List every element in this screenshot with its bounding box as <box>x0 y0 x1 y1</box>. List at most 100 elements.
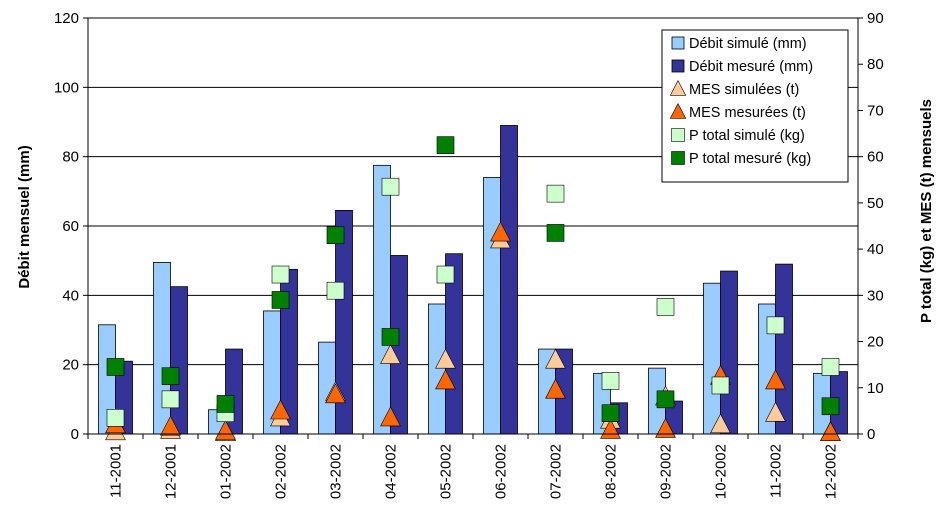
legend-label: P total mesuré (kg) <box>689 151 811 167</box>
square-marker <box>601 372 620 390</box>
square-marker <box>381 328 400 346</box>
bar <box>720 270 738 435</box>
x-tick-labels: 11-2001 12-2001 01-2002 02-2002 03-2002 04-20… <box>108 444 840 499</box>
y-tick-label-right: 40 <box>867 241 884 258</box>
triangle-marker <box>820 421 841 442</box>
bar <box>153 261 171 435</box>
triangle-marker <box>160 415 181 436</box>
y-tick-label-left: 120 <box>54 10 79 27</box>
y-tick-label-left: 60 <box>62 218 79 235</box>
y-axis-title-right: P total (kg) et MES (t) mensuels <box>918 99 935 323</box>
square-marker <box>216 395 235 413</box>
bar <box>373 164 391 435</box>
y-tick-labels-right: 0 10 20 30 40 50 60 70 80 90 <box>867 10 884 443</box>
x-tick-label: 08-2002 <box>603 444 620 499</box>
square-marker <box>821 358 840 376</box>
legend-label: MES simulées (t) <box>689 82 799 98</box>
gridlines <box>88 17 858 366</box>
markers <box>105 136 841 442</box>
square-marker <box>326 281 345 300</box>
square-marker <box>546 184 565 203</box>
triangle-marker <box>765 401 786 422</box>
triangle-marker <box>270 399 291 420</box>
triangle-marker <box>669 102 687 119</box>
triangle-marker <box>710 413 731 434</box>
legend-swatch <box>671 36 685 50</box>
triangle-marker <box>490 221 511 242</box>
axes <box>83 17 863 439</box>
y-tick-label-right: 20 <box>867 334 884 351</box>
square-marker <box>271 291 290 309</box>
y-tick-label-left: 80 <box>62 149 79 166</box>
square-marker <box>381 177 400 196</box>
y-tick-label-right: 70 <box>867 102 884 119</box>
triangle-marker <box>325 383 346 404</box>
x-tick-label: 06-2002 <box>493 444 510 499</box>
triangle-marker <box>545 378 566 399</box>
y-tick-label-left: 40 <box>62 287 79 304</box>
square-marker <box>546 224 565 242</box>
legend-label: P total simulé (kg) <box>689 128 805 144</box>
x-tick-label: 09-2002 <box>658 444 675 499</box>
bar <box>500 125 518 435</box>
square-marker <box>106 358 125 376</box>
bar <box>483 177 501 435</box>
triangle-marker <box>380 343 401 364</box>
triangle-marker <box>380 406 401 427</box>
triangle-marker <box>435 348 456 369</box>
square-marker <box>601 404 620 423</box>
y-axis-title-left: Débit mensuel (mm) <box>16 145 33 288</box>
square-marker <box>161 367 180 386</box>
triangle-marker <box>655 417 676 438</box>
y-tick-label-left: 20 <box>62 357 79 374</box>
square-marker <box>821 397 840 416</box>
y-tick-label-right: 80 <box>867 56 884 73</box>
square-marker <box>656 390 675 409</box>
square-marker <box>436 136 455 154</box>
square-marker <box>161 390 180 409</box>
x-tick-label: 11-2002 <box>768 444 785 498</box>
triangle-marker <box>435 369 456 390</box>
square-marker <box>766 316 785 335</box>
y-tick-label-left: 100 <box>54 79 79 96</box>
bar <box>170 286 188 435</box>
triangle-marker <box>215 419 236 440</box>
x-tick-label: 04-2002 <box>383 444 400 499</box>
square-marker <box>326 226 345 245</box>
y-tick-label-right: 0 <box>867 426 875 443</box>
x-tick-label: 03-2002 <box>328 444 345 499</box>
y-tick-labels-left: 0 20 40 60 80 100 120 <box>54 10 79 443</box>
legend: Débit simulé (mm) Débit mesuré (mm) MES si… <box>661 29 849 183</box>
x-tick-label: 12-2001 <box>163 444 180 499</box>
legend-box <box>661 29 849 183</box>
y-tick-label-right: 30 <box>867 287 884 304</box>
legend-label: MES mesurées (t) <box>689 105 806 121</box>
x-tick-label: 12-2002 <box>823 444 840 499</box>
square-marker <box>671 128 685 142</box>
y-tick-label-right: 50 <box>867 195 884 212</box>
x-tick-label: 11-2001 <box>108 444 125 498</box>
triangle-marker <box>669 79 687 96</box>
triangle-marker <box>765 369 786 390</box>
x-tick-label: 10-2002 <box>713 444 730 499</box>
square-marker <box>106 409 125 427</box>
y-tick-label-right: 10 <box>867 380 884 397</box>
y-tick-label-right: 90 <box>867 10 884 27</box>
square-marker <box>656 298 675 316</box>
bars <box>98 125 848 435</box>
x-tick-label: 01-2002 <box>218 444 235 499</box>
x-tick-label: 02-2002 <box>273 444 290 499</box>
bar <box>428 303 446 435</box>
y-tick-label-right: 60 <box>867 149 884 166</box>
legend-label: Débit simulé (mm) <box>689 36 807 52</box>
triangle-marker <box>545 348 566 369</box>
bar <box>703 282 721 435</box>
x-tick-label: 05-2002 <box>438 444 455 499</box>
x-tick-label: 07-2002 <box>548 444 565 499</box>
legend-swatch <box>671 59 685 73</box>
square-marker <box>271 265 290 284</box>
square-marker <box>436 265 455 284</box>
y-tick-label-left: 0 <box>71 426 79 443</box>
square-marker <box>671 151 685 165</box>
